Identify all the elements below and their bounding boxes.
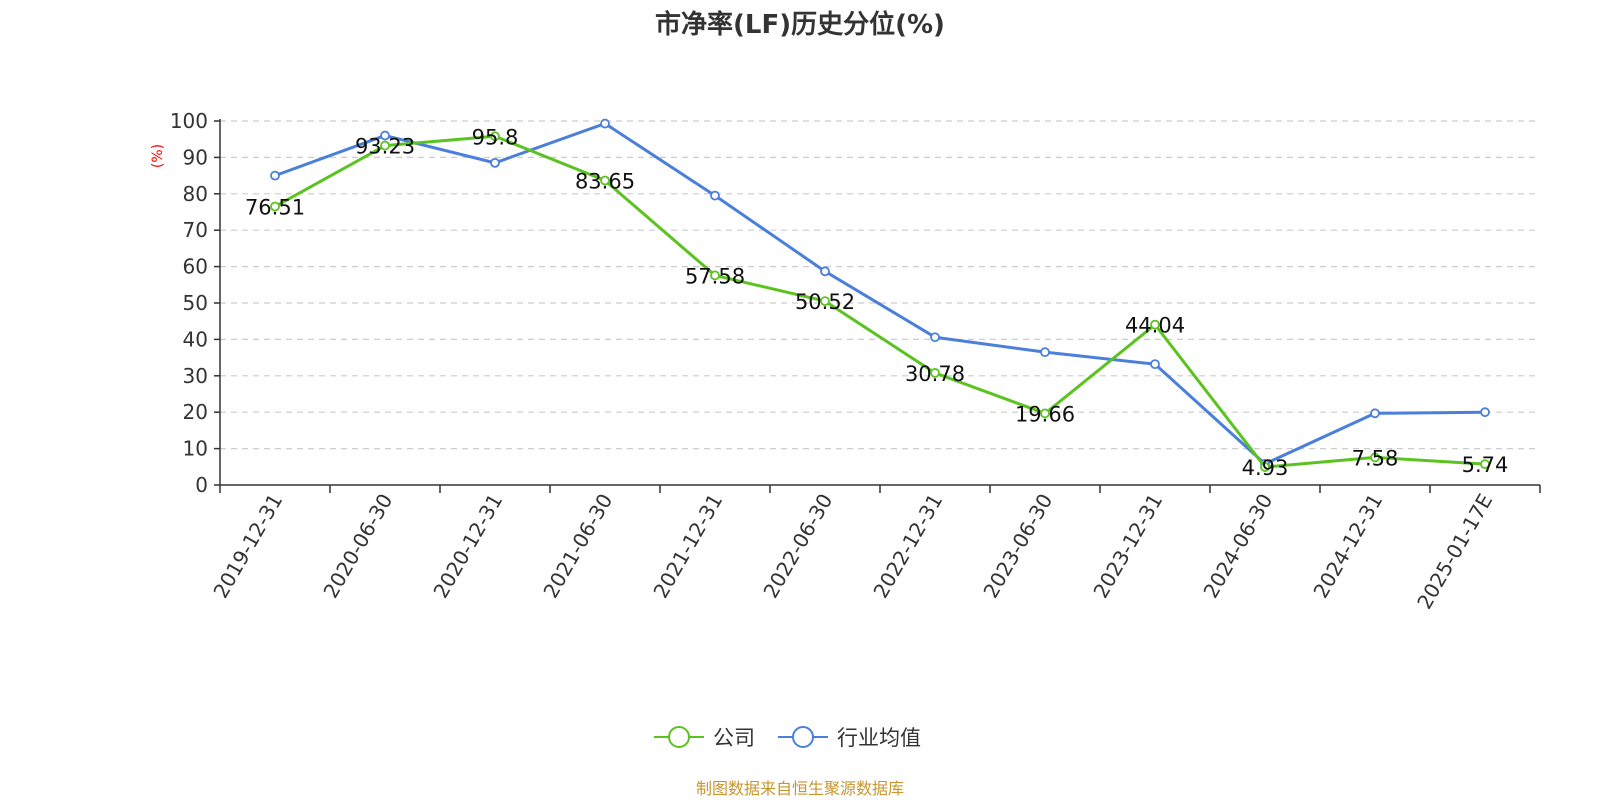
data-point <box>490 157 500 168</box>
data-point <box>600 118 610 129</box>
data-label: 76.51 <box>245 196 305 220</box>
legend-marker <box>668 726 690 748</box>
data-label: 5.74 <box>1462 453 1509 477</box>
legend-label: 公司 <box>713 726 755 750</box>
data-label: 83.65 <box>575 170 635 194</box>
data-label: 7.58 <box>1352 446 1399 470</box>
data-point <box>930 368 940 378</box>
grid <box>220 120 1540 450</box>
y-tick-label: 80 <box>183 182 208 206</box>
data-point <box>1260 462 1270 472</box>
data-label: 4.93 <box>1242 456 1289 480</box>
y-axis-label: (%) <box>150 144 166 168</box>
x-tick-label: 2022-12-31 <box>868 490 947 603</box>
series <box>270 118 1490 472</box>
data-point <box>1370 408 1380 419</box>
data-point <box>820 266 830 277</box>
x-tick-label: 2021-12-31 <box>648 490 727 603</box>
data-point <box>1480 459 1490 470</box>
data-label: 30.78 <box>905 362 965 386</box>
data-label: 57.58 <box>685 264 745 288</box>
x-tick-label: 2023-06-30 <box>978 490 1057 603</box>
axes: 0 10 20 30 40 50 60 70 80 90 100 2019-12-31 2020-06-… <box>170 109 1541 614</box>
y-tick-label: 20 <box>183 400 208 424</box>
x-tick-label: 2019-12-31 <box>208 490 287 603</box>
x-tick-label: 2022-06-30 <box>758 490 837 603</box>
chart-title: 市净率(LF)历史分位(%) <box>655 9 945 40</box>
data-point <box>380 140 390 151</box>
data-point <box>490 131 500 142</box>
data-point <box>270 170 280 181</box>
data-label: 93.23 <box>355 135 415 159</box>
x-tick-label: 2023-12-31 <box>1088 490 1167 603</box>
data-point <box>710 270 720 281</box>
data-label: 44.04 <box>1125 314 1185 338</box>
legend-marker <box>792 726 814 748</box>
y-tick-label: 100 <box>170 109 208 133</box>
x-tick-label: 2024-06-30 <box>1198 490 1277 603</box>
series-line <box>274 122 1486 466</box>
y-tick-label: 40 <box>183 327 208 351</box>
data-point <box>600 175 610 186</box>
legend-item[interactable]: 行业均值 <box>778 726 921 750</box>
data-point <box>1040 408 1050 419</box>
y-tick-label: 70 <box>183 218 208 242</box>
x-tick-label: 2024-12-31 <box>1308 490 1387 603</box>
y-tick-label: 10 <box>183 437 208 461</box>
legend-item[interactable]: 公司 <box>654 726 755 750</box>
data-label: 19.66 <box>1015 402 1075 426</box>
y-tick-label: 60 <box>183 255 208 279</box>
source-note: 制图数据来自恒生聚源数据库 <box>696 779 904 798</box>
data-point <box>380 130 390 141</box>
data-labels: 76.51 93.23 95.8 83.65 57.58 50.52 30.78 19.66 4… <box>245 125 1508 480</box>
y-tick-label: 50 <box>183 291 208 315</box>
data-label: 95.8 <box>472 125 519 149</box>
legend-label: 行业均值 <box>837 726 921 750</box>
data-point <box>1040 347 1050 358</box>
data-point <box>1480 407 1490 418</box>
data-point <box>1370 452 1380 463</box>
data-label: 50.52 <box>795 290 855 314</box>
x-tick-label: 2021-06-30 <box>538 490 617 603</box>
y-tick-label: 0 <box>195 473 208 497</box>
data-point <box>1150 359 1160 370</box>
data-point <box>270 201 280 212</box>
x-tick-label: 2025-01-17E <box>1412 490 1497 614</box>
data-point <box>1150 319 1160 330</box>
x-tick-label: 2020-06-30 <box>318 490 397 603</box>
data-point <box>930 332 940 343</box>
legend[interactable]: 公司 行业均值 <box>654 726 921 750</box>
data-point <box>820 296 830 307</box>
series-line <box>274 134 1486 469</box>
y-tick-label: 30 <box>183 364 208 388</box>
x-tick-label: 2020-12-31 <box>428 490 507 603</box>
data-point <box>710 190 720 201</box>
y-tick-label: 90 <box>183 145 208 169</box>
